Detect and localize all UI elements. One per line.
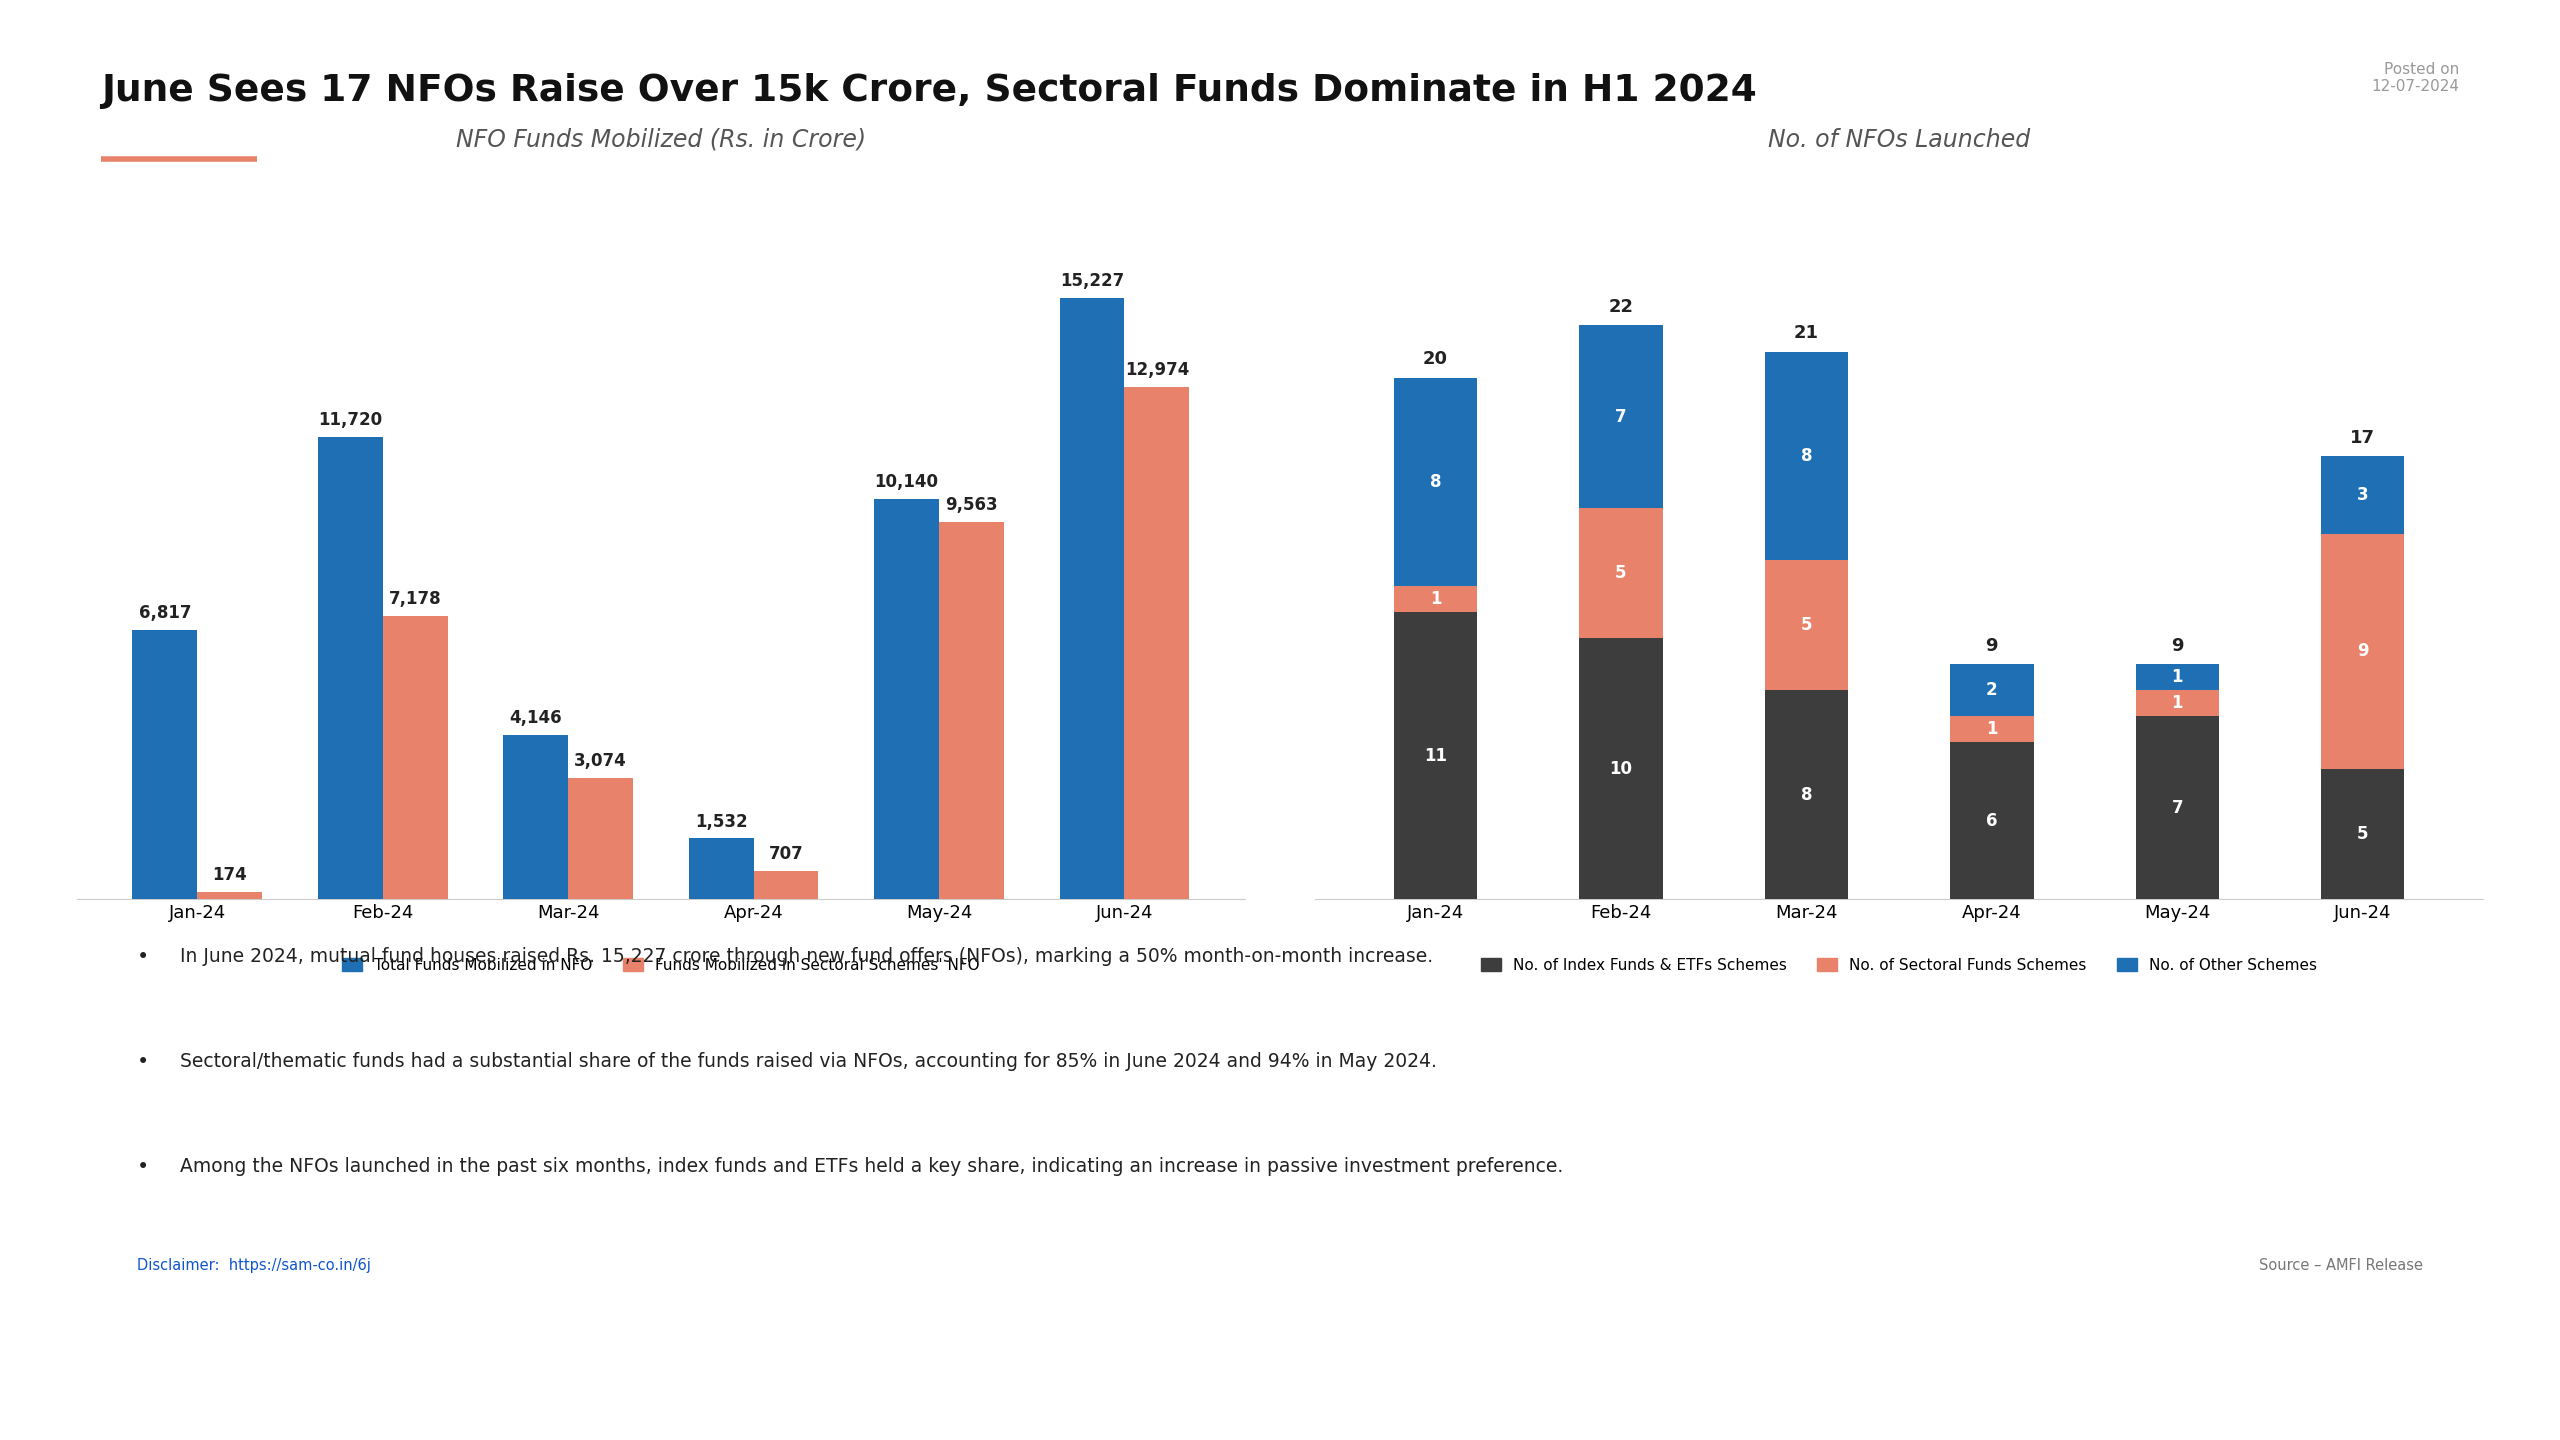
Bar xyxy=(1951,664,2033,717)
Bar xyxy=(1951,717,2033,743)
Text: 5: 5 xyxy=(1615,564,1626,582)
Text: 8: 8 xyxy=(1431,472,1441,491)
Text: Disclaimer:  https://sam-co.in/6j: Disclaimer: https://sam-co.in/6j xyxy=(136,1259,371,1273)
Text: 22: 22 xyxy=(1608,298,1633,317)
Text: 1: 1 xyxy=(1431,590,1441,608)
Text: 10: 10 xyxy=(1610,759,1633,778)
Text: Source – AMFI Release: Source – AMFI Release xyxy=(2258,1259,2422,1273)
Text: 8: 8 xyxy=(1800,446,1812,465)
Bar xyxy=(1764,560,1848,690)
Bar xyxy=(1580,638,1661,899)
Bar xyxy=(2322,769,2404,899)
Text: June Sees 17 NFOs Raise Over 15k Crore, Sectoral Funds Dominate in H1 2024: June Sees 17 NFOs Raise Over 15k Crore, … xyxy=(100,73,1756,109)
Text: 174: 174 xyxy=(212,865,248,884)
Bar xyxy=(1124,387,1190,899)
Bar xyxy=(1060,298,1124,899)
Bar xyxy=(873,498,940,899)
Title: No. of NFOs Launched: No. of NFOs Launched xyxy=(1769,128,2030,151)
Text: 9: 9 xyxy=(1987,636,1999,655)
Text: 5: 5 xyxy=(2358,825,2368,842)
Bar xyxy=(384,616,448,899)
Text: •: • xyxy=(136,1156,148,1176)
Bar xyxy=(2322,534,2404,769)
Bar xyxy=(2322,456,2404,534)
Bar xyxy=(133,629,197,899)
Bar xyxy=(2135,664,2220,690)
Text: 20: 20 xyxy=(1423,350,1449,369)
Text: 21: 21 xyxy=(1795,324,1820,343)
Text: 11,720: 11,720 xyxy=(317,410,381,429)
Bar xyxy=(1764,690,1848,899)
Text: 1: 1 xyxy=(2171,694,2184,713)
Bar xyxy=(1764,351,1848,560)
Text: 1: 1 xyxy=(1987,720,1997,739)
Text: 5: 5 xyxy=(1800,616,1812,634)
Bar xyxy=(504,736,568,899)
Bar xyxy=(1951,743,2033,899)
Text: 2: 2 xyxy=(1987,681,1997,700)
Text: 11: 11 xyxy=(1423,746,1446,765)
Text: Among the NFOs launched in the past six months, index funds and ETFs held a key : Among the NFOs launched in the past six … xyxy=(179,1156,1564,1175)
Text: 7: 7 xyxy=(2171,799,2184,816)
Title: NFO Funds Mobilized (Rs. in Crore): NFO Funds Mobilized (Rs. in Crore) xyxy=(456,128,865,151)
Bar xyxy=(2135,690,2220,717)
Text: 15,227: 15,227 xyxy=(1060,272,1124,291)
Text: 3,074: 3,074 xyxy=(573,752,627,770)
Bar xyxy=(1580,508,1661,638)
Text: 9: 9 xyxy=(2358,642,2368,661)
Text: 707: 707 xyxy=(768,845,804,863)
Text: 9,563: 9,563 xyxy=(945,495,998,514)
Bar xyxy=(568,778,632,899)
Text: 7: 7 xyxy=(1615,408,1626,426)
Text: 1: 1 xyxy=(2171,668,2184,687)
Legend: No. of Index Funds & ETFs Schemes, No. of Sectoral Funds Schemes, No. of Other S: No. of Index Funds & ETFs Schemes, No. o… xyxy=(1475,952,2324,979)
Text: 10,140: 10,140 xyxy=(876,472,940,491)
Text: 1,532: 1,532 xyxy=(694,812,748,831)
Text: Posted on
12-07-2024: Posted on 12-07-2024 xyxy=(2371,62,2460,95)
Bar xyxy=(940,521,1004,899)
Text: 8: 8 xyxy=(1800,786,1812,804)
Text: 9: 9 xyxy=(2171,636,2184,655)
Text: 6,817: 6,817 xyxy=(138,603,192,622)
Text: 6: 6 xyxy=(1987,812,1997,829)
Text: 3: 3 xyxy=(2358,485,2368,504)
Bar xyxy=(1393,377,1477,586)
Bar xyxy=(2135,717,2220,899)
Bar xyxy=(1393,612,1477,899)
Text: In June 2024, mutual fund houses raised Rs. 15,227 crore through new fund offers: In June 2024, mutual fund houses raised … xyxy=(179,948,1434,966)
Bar xyxy=(197,891,261,899)
Bar xyxy=(317,436,384,899)
Text: ⥄SAMCO: ⥄SAMCO xyxy=(2253,1352,2435,1390)
Bar xyxy=(689,838,753,899)
Text: •: • xyxy=(136,1051,148,1071)
Legend: Total Funds Mobilized in NFO, Funds Mobilized in Sectoral Schemes' NFO: Total Funds Mobilized in NFO, Funds Mobi… xyxy=(335,952,986,979)
Bar xyxy=(1393,586,1477,612)
Bar xyxy=(1580,325,1661,508)
Text: 12,974: 12,974 xyxy=(1124,361,1188,379)
Text: 17: 17 xyxy=(2350,429,2376,446)
Text: •: • xyxy=(136,948,148,968)
Text: 4,146: 4,146 xyxy=(509,710,563,727)
Text: 7,178: 7,178 xyxy=(389,590,440,608)
Bar xyxy=(753,871,819,899)
Text: Sectoral/thematic funds had a substantial share of the funds raised via NFOs, ac: Sectoral/thematic funds had a substantia… xyxy=(179,1051,1436,1071)
Text: #SAMSHOTS: #SAMSHOTS xyxy=(125,1352,335,1390)
